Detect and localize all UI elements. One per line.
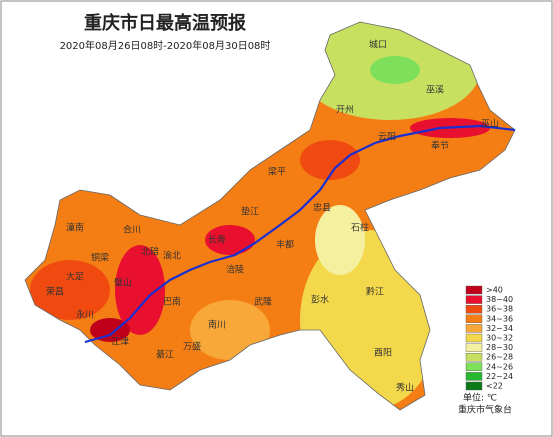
legend-swatch (465, 305, 483, 314)
legend-swatch (465, 372, 483, 381)
place-label: 城口 (369, 40, 387, 51)
place-label: 梁平 (268, 166, 286, 178)
legend-swatch (465, 362, 483, 371)
place-label: 渝北 (163, 250, 181, 262)
legend-swatch (465, 381, 483, 391)
place-label: 酉阳 (374, 348, 392, 359)
place-label: 云阳 (378, 132, 396, 143)
legend-label: >40 (486, 286, 503, 295)
place-label: 长寿 (208, 234, 226, 246)
legend-label: 38~40 (486, 295, 513, 304)
place-label: 北碚 (141, 246, 159, 258)
legend-swatch (465, 285, 483, 295)
river (84, 124, 516, 344)
legend: 单位: ℃ 重庆市气象台 >4038~4036~3834~3632~3430~3… (458, 286, 513, 416)
place-label: 奉节 (431, 140, 449, 152)
place-label: 秀山 (396, 382, 414, 394)
legend-label: 22~24 (486, 372, 513, 381)
place-label: 荣昌 (46, 286, 64, 298)
place-label: 綦江 (156, 349, 174, 361)
place-label: 垫江 (241, 206, 259, 218)
place-label: 武隆 (254, 296, 272, 308)
legend-label: 32~34 (486, 324, 513, 333)
title: 重庆市日最高温预报 (84, 12, 246, 34)
place-label: 涪陵 (226, 264, 244, 276)
place-label: 忠县 (313, 203, 331, 214)
legend-swatch (465, 324, 483, 333)
place-label: 铜梁 (91, 252, 109, 264)
legend-label: 26~28 (486, 353, 513, 362)
legend-label: 30~32 (486, 334, 513, 343)
subtitle: 2020年08月26日08时-2020年08月30日08时 (60, 39, 271, 52)
legend-label: <22 (486, 382, 503, 391)
place-label: 巴南 (163, 296, 181, 308)
legend-swatch (465, 333, 483, 343)
source: 重庆市气象台 (458, 404, 512, 416)
legend-swatch (465, 314, 483, 323)
place-label: 江津 (111, 337, 129, 348)
place-label: 合川 (123, 224, 141, 236)
legend-swatch (465, 343, 483, 352)
place-label: 巫山 (481, 119, 499, 130)
place-label: 巫溪 (426, 84, 444, 96)
place-label: 南川 (208, 319, 226, 331)
legend-swatch (465, 353, 483, 362)
legend-label: 24~26 (486, 362, 513, 371)
place-label: 开州 (336, 105, 354, 116)
legend-label: 28~30 (486, 343, 513, 352)
place-label: 大足 (66, 271, 84, 283)
place-label: 万盛 (183, 341, 201, 353)
place-label: 丰都 (276, 239, 294, 251)
place-label: 黔江 (366, 286, 384, 298)
legend-label: 36~38 (486, 305, 513, 314)
place-label: 彭水 (311, 294, 329, 306)
legend-label: 34~36 (486, 314, 513, 323)
legend-swatch (465, 295, 483, 304)
border (24, 21, 516, 411)
place-label: 潼南 (66, 222, 84, 234)
unit: 单位: ℃ (463, 392, 497, 404)
place-label: 石柱 (351, 222, 369, 234)
place-label: 璧山 (114, 277, 132, 289)
place-label: 永川 (76, 309, 94, 321)
